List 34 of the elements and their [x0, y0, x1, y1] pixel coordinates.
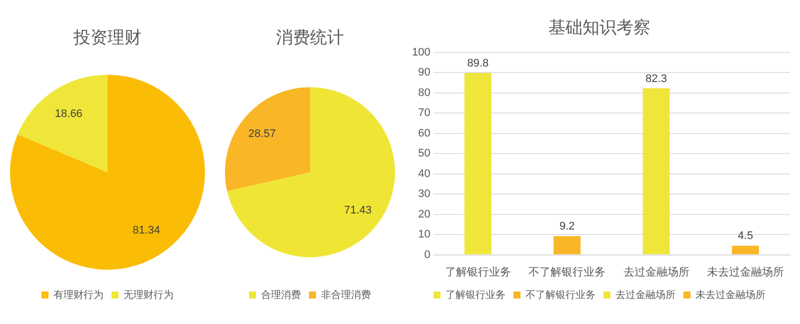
data-label: 71.43	[344, 204, 372, 216]
y-tick-label: 30	[418, 188, 430, 200]
legend-label: 合理消费	[261, 288, 301, 301]
y-tick-label: 10	[418, 228, 430, 241]
legend-label: 未去过金融场所	[696, 288, 766, 301]
y-tick-label: 90	[418, 66, 430, 79]
y-tick-label: 100	[412, 46, 430, 58]
chart-title: 投资理财	[72, 28, 142, 47]
data-label: 81.34	[132, 224, 160, 237]
y-tick-label: 80	[418, 86, 430, 99]
data-label: 9.2	[559, 220, 575, 233]
data-label: 4.5	[738, 230, 754, 242]
chart-title: 基础知识考察	[548, 18, 650, 37]
x-tick-label: 了解银行业务	[444, 265, 511, 278]
chart-title: 消费统计	[276, 28, 344, 47]
y-tick-label: 40	[418, 168, 430, 180]
data-label: 18.66	[54, 108, 82, 120]
legend-label: 无理财行为	[124, 288, 174, 301]
legend-label: 有理财行为	[54, 288, 104, 301]
legend-label: 去过金融场所	[616, 288, 676, 301]
x-tick-label: 去过金融场所	[623, 265, 690, 278]
y-tick-label: 20	[418, 208, 430, 220]
y-tick-label: 0	[424, 248, 430, 261]
y-tick-label: 50	[418, 148, 430, 160]
data-label: 82.3	[646, 72, 667, 85]
data-label: 89.8	[467, 58, 489, 70]
legend-label: 不了解银行业务	[526, 288, 596, 301]
y-tick-label: 70	[418, 107, 430, 120]
x-tick-label: 不了解银行业务	[528, 265, 606, 278]
y-tick-label: 60	[418, 127, 430, 140]
legend-label: 了解银行业务	[446, 288, 506, 301]
legend-label: 非合理消费	[321, 288, 371, 301]
data-label: 28.57	[248, 128, 276, 140]
x-tick-label: 未去过金融场所	[706, 265, 784, 278]
